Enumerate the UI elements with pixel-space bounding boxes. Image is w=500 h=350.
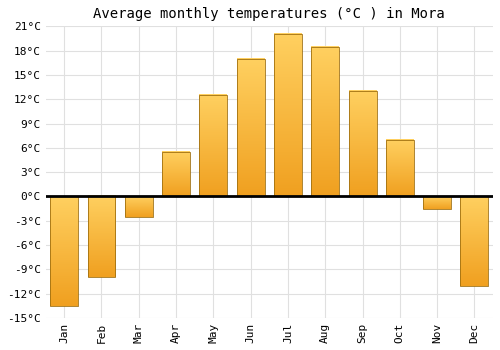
Bar — [200, 95, 228, 196]
Bar — [312, 47, 339, 196]
Bar — [460, 196, 488, 286]
Bar — [423, 196, 451, 209]
Bar — [274, 34, 302, 196]
Bar — [386, 140, 414, 196]
Bar — [348, 91, 376, 196]
Bar — [236, 59, 264, 196]
Bar — [50, 196, 78, 306]
Bar — [125, 196, 153, 217]
Title: Average monthly temperatures (°C ) in Mora: Average monthly temperatures (°C ) in Mo… — [94, 7, 445, 21]
Bar — [88, 196, 116, 278]
Bar — [162, 152, 190, 196]
